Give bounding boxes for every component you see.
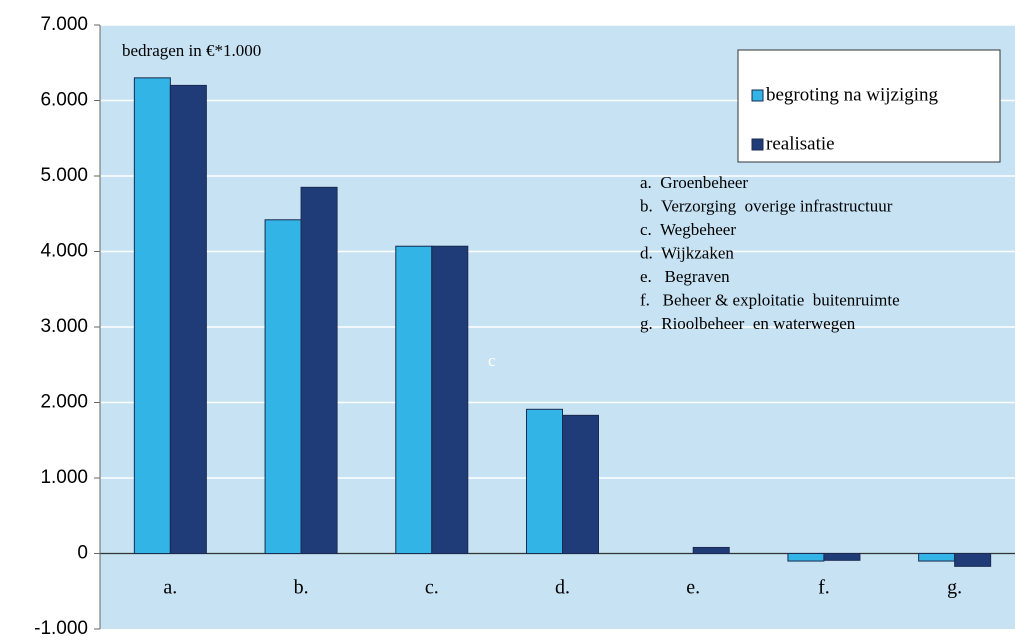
x-tick-label: d. — [555, 577, 570, 599]
y-tick-label: -1.000 — [34, 618, 88, 639]
x-tick-label: c. — [425, 577, 439, 599]
x-tick-label: e. — [686, 577, 700, 599]
bar — [787, 553, 825, 562]
y-tick-label: 5.000 — [40, 165, 88, 186]
bar — [169, 84, 207, 555]
legend-label: begroting na wijziging — [766, 84, 939, 105]
bar — [431, 245, 469, 554]
category-description: a. Groenbeheer — [640, 173, 748, 192]
category-description: c. Wegbeheer — [640, 220, 736, 239]
category-description: f. Beheer & exploitatie buitenruimte — [640, 290, 900, 309]
x-tick-label: b. — [294, 577, 309, 599]
x-tick-label: a. — [163, 577, 177, 599]
legend-swatch — [751, 89, 764, 102]
bar — [954, 553, 992, 567]
bar — [133, 77, 171, 554]
y-tick-label: 6.000 — [40, 90, 88, 111]
y-tick-label: 2.000 — [40, 392, 88, 413]
x-tick-label: g. — [947, 577, 962, 599]
category-description: e. Begraven — [640, 267, 730, 286]
y-tick-label: 4.000 — [40, 241, 88, 262]
bar — [300, 186, 338, 554]
bar — [823, 553, 861, 561]
bar — [918, 553, 956, 562]
category-description: g. Rioolbeheer en waterwegen — [640, 314, 856, 333]
category-description: b. Verzorging overige infrastructuur — [640, 196, 893, 215]
bar — [395, 245, 433, 554]
y-tick-label: 1.000 — [40, 467, 88, 488]
bar — [264, 219, 302, 554]
category-description: d. Wijkzaken — [640, 243, 734, 262]
y-tick-label: 3.000 — [40, 316, 88, 337]
bar — [692, 546, 730, 555]
x-tick-label: f. — [818, 577, 830, 599]
legend-box — [737, 49, 1001, 163]
stray-label: c — [488, 351, 496, 370]
legend-label: realisatie — [766, 133, 835, 154]
bar — [562, 414, 599, 554]
bar — [526, 408, 563, 555]
y-tick-label: 7.000 — [40, 14, 88, 35]
legend-swatch — [751, 138, 764, 151]
y-tick-label: 0 — [77, 543, 88, 564]
annotation: bedragen in €*1.000 — [122, 41, 261, 60]
